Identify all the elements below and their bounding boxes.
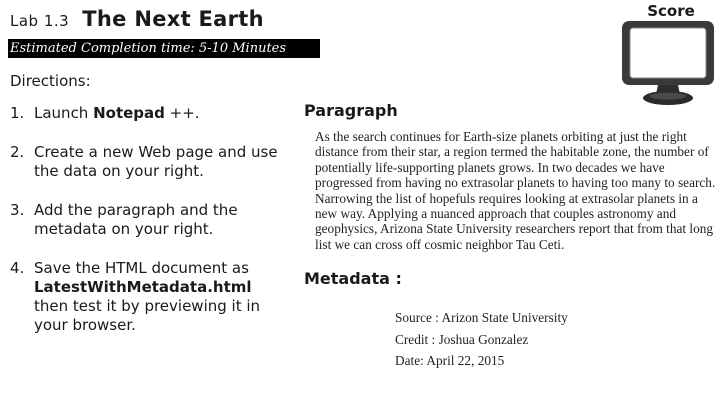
- metadata-credit: Credit : Joshua Gonzalez: [395, 331, 529, 347]
- step-text: Create a new Web page and use the data o…: [34, 143, 278, 180]
- file-name: LatestWithMetadata.html: [34, 278, 252, 296]
- app-name: Notepad: [93, 104, 165, 122]
- metadata-source: Source : Arizon State University: [395, 310, 568, 325]
- step-text: Save the HTML document as LatestWithMeta…: [34, 259, 280, 335]
- completion-time-banner: Estimated Completion time: 5-10 Minutes: [8, 39, 320, 58]
- step-text-part: Launch: [34, 104, 94, 122]
- monitor-icon: [622, 21, 714, 105]
- metadata-date: Date: April 22, 2015: [395, 353, 505, 368]
- step-number: 1.: [10, 104, 25, 122]
- lab-title: The Next Earth: [82, 7, 264, 31]
- step-4: 4. Save the HTML document as LatestWithM…: [10, 259, 280, 335]
- score-box: Score: [618, 4, 718, 108]
- step-text: Launch Notepad ++.: [34, 104, 200, 123]
- step-number: 3.: [10, 201, 25, 219]
- step-3: 3. Add the paragraph and the metadata on…: [10, 201, 280, 239]
- paragraph-text: As the search continues for Earth-size p…: [315, 129, 716, 252]
- step-text-part: ++.: [164, 104, 200, 122]
- paragraph-heading: Paragraph: [304, 101, 398, 120]
- directions-list: 1. Launch Notepad ++. 2. Create a new We…: [10, 104, 280, 355]
- step-text: Add the paragraph and the metadata on yo…: [34, 201, 238, 238]
- step-text-part: then test it by previewing it in your br…: [34, 297, 261, 334]
- metadata-heading: Metadata :: [304, 269, 402, 288]
- lab-number: Lab 1.3: [10, 12, 70, 30]
- step-number: 2.: [10, 143, 25, 161]
- step-text-part: Save the HTML document as: [34, 259, 249, 277]
- step-2: 2. Create a new Web page and use the dat…: [10, 143, 280, 181]
- score-label: Score: [647, 2, 695, 20]
- step-number: 4.: [10, 259, 25, 277]
- lab-header: Lab 1.3 The Next Earth: [10, 7, 264, 31]
- metadata-list: Source : Arizon State University Credit …: [395, 307, 568, 372]
- step-1: 1. Launch Notepad ++.: [10, 104, 280, 123]
- directions-heading: Directions:: [10, 72, 91, 90]
